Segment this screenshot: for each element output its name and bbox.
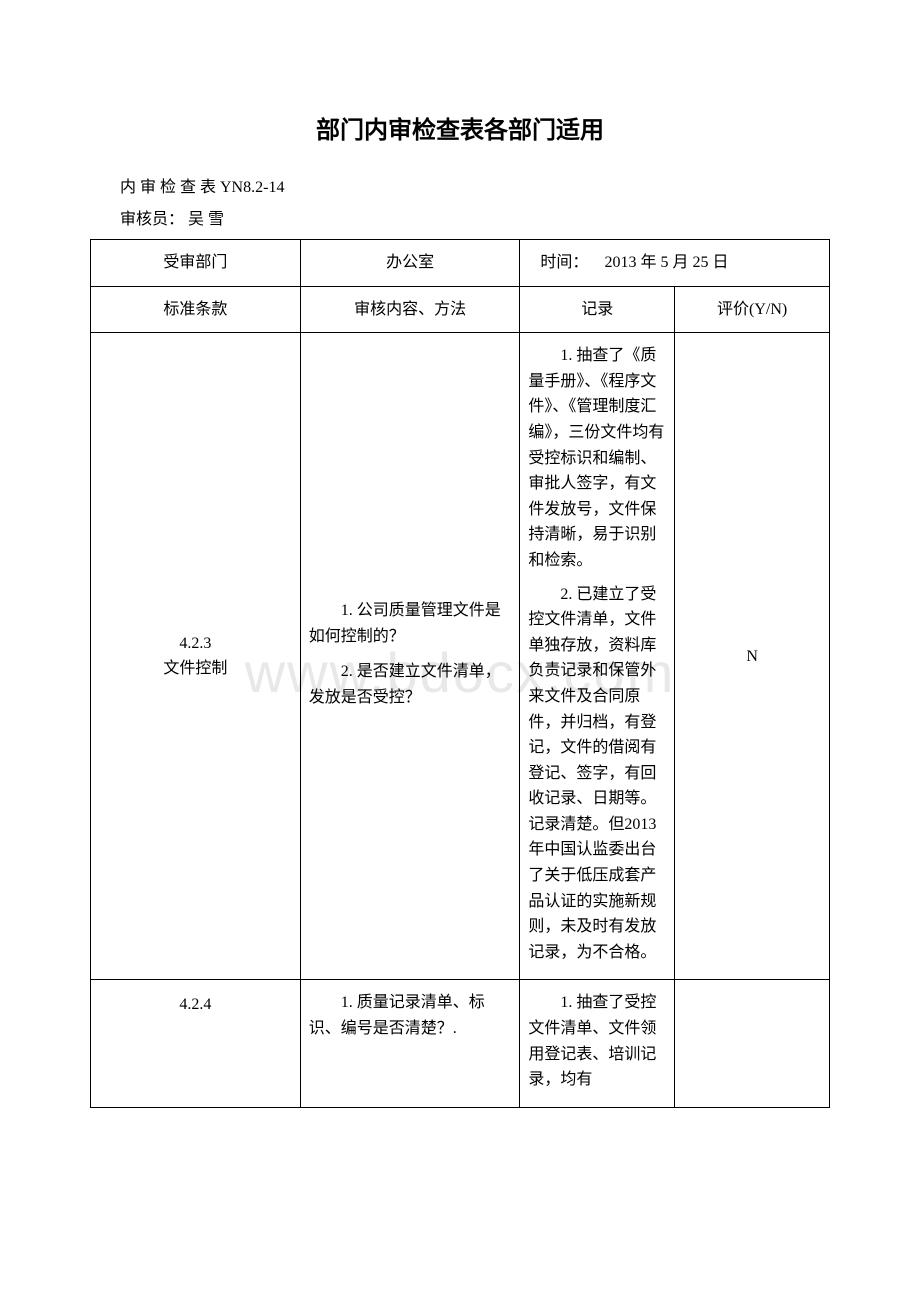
audit-table: 受审部门 办公室 时间： 2013 年 5 月 25 日 标准条款 审核内容、方… — [90, 239, 830, 1108]
audit-table-container: 受审部门 办公室 时间： 2013 年 5 月 25 日 标准条款 审核内容、方… — [90, 239, 830, 1108]
form-code: 内 审 检 查 表 YN8.2-14 — [90, 173, 830, 197]
content-cell: 1. 公司质量管理文件是如何控制的？ 2. 是否建立文件清单，发放是否受控？ — [300, 333, 520, 980]
clause-cell: 4.2.3 文件控制 — [91, 333, 301, 980]
record-cell: 1. 抽查了受控文件清单、文件领用登记表、培训记录，均有 — [520, 980, 675, 1107]
clause-code: 4.2.4 — [99, 992, 292, 1018]
dept-label-cell: 受审部门 — [91, 240, 301, 287]
clause-cell: 4.2.4 — [91, 980, 301, 1107]
clause-name: 文件控制 — [99, 656, 292, 682]
auditor-name: 吴 雪 — [188, 211, 224, 228]
time-value: 2013 年 5 月 25 日 — [604, 254, 728, 271]
table-header-row-2: 标准条款 审核内容、方法 记录 评价(Y/N) — [91, 286, 830, 333]
content-item: 1. 公司质量管理文件是如何控制的？ — [309, 598, 512, 649]
record-item: 1. 抽查了《质量手册》、《程序文件》、《管理制度汇编》，三份文件均有受控标识和… — [528, 343, 666, 573]
clause-code: 4.2.3 — [99, 631, 292, 657]
col-header-eval: 评价(Y/N) — [675, 286, 830, 333]
content-cell: 1. 质量记录清单、标识、编号是否清楚？. — [300, 980, 520, 1107]
table-row: 4.2.4 1. 质量记录清单、标识、编号是否清楚？. 1. 抽查了受控文件清单… — [91, 980, 830, 1107]
dept-value-cell: 办公室 — [300, 240, 520, 287]
content-item: 1. 质量记录清单、标识、编号是否清楚？. — [309, 990, 512, 1041]
eval-cell: N — [675, 333, 830, 980]
eval-cell — [675, 980, 830, 1107]
time-label: 时间： — [540, 254, 588, 271]
record-item: 1. 抽查了受控文件清单、文件领用登记表、培训记录，均有 — [528, 990, 666, 1092]
time-cell: 时间： 2013 年 5 月 25 日 — [520, 240, 830, 287]
auditor-line: 审核员： 吴 雪 — [90, 205, 830, 229]
content-item: 2. 是否建立文件清单，发放是否受控？ — [309, 659, 512, 710]
record-item: 2. 已建立了受控文件清单，文件单独存放，资料库负责记录和保管外来文件及合同原件… — [528, 582, 666, 966]
record-cell: 1. 抽查了《质量手册》、《程序文件》、《管理制度汇编》，三份文件均有受控标识和… — [520, 333, 675, 980]
page-title: 部门内审检查表各部门适用 — [90, 110, 830, 145]
auditor-label: 审核员： — [120, 211, 184, 228]
col-header-content: 审核内容、方法 — [300, 286, 520, 333]
col-header-clause: 标准条款 — [91, 286, 301, 333]
col-header-record: 记录 — [520, 286, 675, 333]
table-header-row-1: 受审部门 办公室 时间： 2013 年 5 月 25 日 — [91, 240, 830, 287]
table-row: 4.2.3 文件控制 1. 公司质量管理文件是如何控制的？ 2. 是否建立文件清… — [91, 333, 830, 980]
